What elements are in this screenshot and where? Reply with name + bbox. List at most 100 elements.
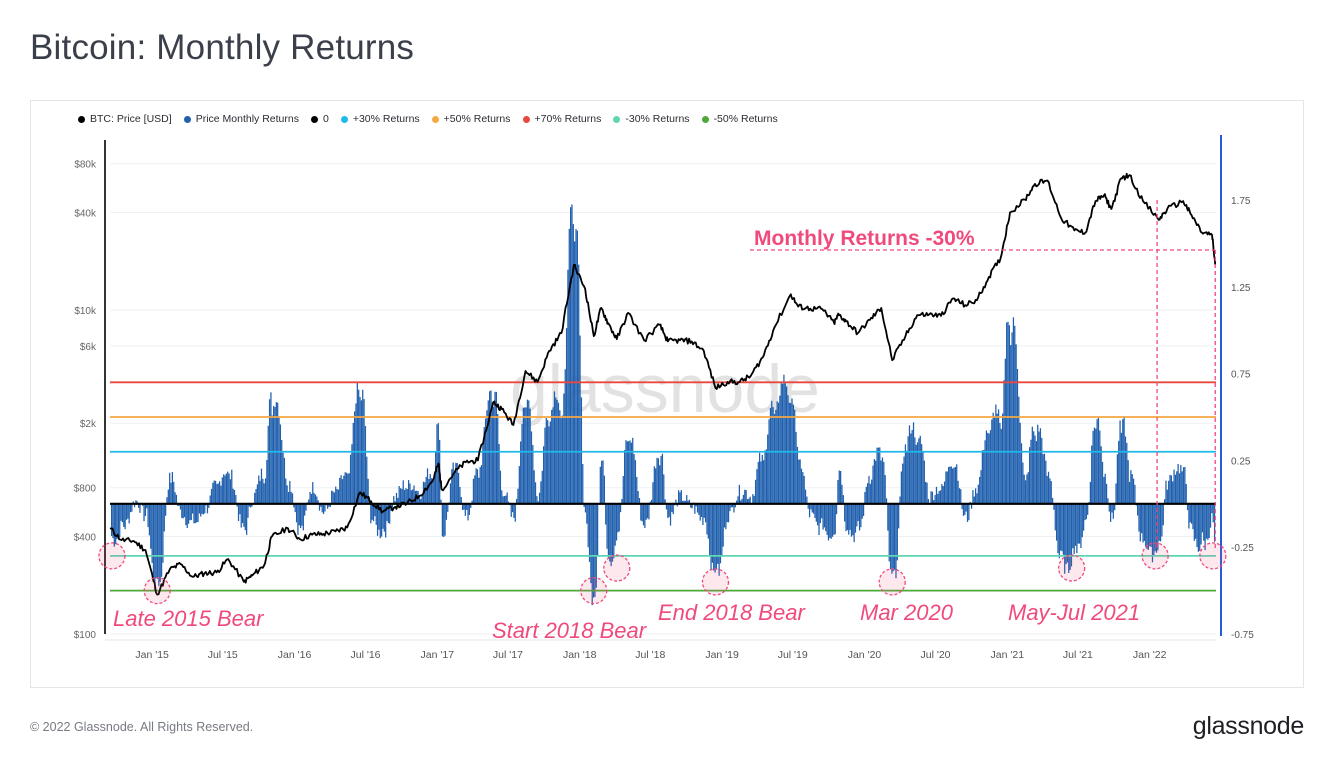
returns-bar xyxy=(236,503,238,507)
returns-bar xyxy=(921,444,923,504)
returns-bar xyxy=(831,503,834,537)
returns-bar xyxy=(1100,446,1102,504)
returns-bar xyxy=(151,503,153,563)
returns-bar xyxy=(1110,503,1112,522)
returns-bar xyxy=(935,486,938,504)
returns-bar xyxy=(872,465,874,504)
returns-bar xyxy=(1207,503,1209,540)
returns-bar xyxy=(719,503,722,564)
returns-bar xyxy=(557,402,560,504)
returns-bar xyxy=(964,503,966,515)
legend-dot-icon xyxy=(701,115,709,123)
returns-bar xyxy=(960,489,962,504)
returns-bar xyxy=(513,503,515,518)
returns-bar xyxy=(781,383,784,504)
returns-bar xyxy=(794,409,796,504)
returns-bar xyxy=(1203,503,1205,541)
returns-bar xyxy=(1078,503,1081,544)
returns-bar xyxy=(455,462,457,504)
returns-bar xyxy=(138,503,140,508)
returns-bar xyxy=(715,503,718,569)
returns-bar xyxy=(930,491,932,504)
returns-bar xyxy=(370,503,372,524)
returns-bar xyxy=(1092,430,1094,504)
legend-item[interactable]: 0 xyxy=(310,112,329,126)
returns-bar xyxy=(709,503,711,556)
returns-bar xyxy=(143,503,145,522)
returns-bar xyxy=(738,484,740,504)
returns-bar xyxy=(129,503,132,513)
returns-bar xyxy=(237,503,240,521)
returns-bar xyxy=(711,503,713,563)
returns-bar xyxy=(441,503,443,537)
returns-bar xyxy=(790,403,792,504)
returns-bar xyxy=(754,479,757,504)
returns-bar xyxy=(162,503,164,563)
returns-bar xyxy=(1192,503,1194,530)
returns-bar xyxy=(1031,426,1033,504)
returns-bar xyxy=(1153,503,1155,556)
returns-bar xyxy=(958,488,961,504)
legend-item[interactable]: BTC: Price [USD] xyxy=(78,112,172,126)
returns-bar xyxy=(1168,480,1170,504)
returns-bar xyxy=(267,425,269,504)
returns-bar xyxy=(1064,503,1066,574)
legend-dot-icon xyxy=(431,115,439,123)
legend-item[interactable]: -50% Returns xyxy=(701,112,778,126)
returns-bar xyxy=(551,409,553,504)
returns-bar xyxy=(167,489,169,504)
legend-item[interactable]: +50% Returns xyxy=(431,112,511,126)
returns-bar xyxy=(565,328,568,504)
returns-bar xyxy=(594,503,596,597)
returns-bar xyxy=(752,494,754,504)
returns-bar xyxy=(429,474,431,504)
footer-logo: glassnode xyxy=(1192,712,1305,740)
returns-bar xyxy=(277,402,279,504)
returns-bar xyxy=(968,503,970,521)
returns-bar xyxy=(491,401,493,504)
returns-bar xyxy=(273,406,275,504)
returns-bar xyxy=(919,435,921,504)
returns-bar xyxy=(744,489,746,504)
returns-bar xyxy=(468,503,470,516)
returns-bar xyxy=(707,503,709,539)
returns-bar xyxy=(869,483,871,504)
returns-bar xyxy=(835,503,838,515)
returns-bar xyxy=(266,459,268,504)
returns-bar xyxy=(613,503,615,559)
chart-legend: BTC: Price [USD] Price Monthly Returns 0 +3… xyxy=(78,112,790,126)
returns-bar xyxy=(1026,474,1028,504)
returns-bar xyxy=(802,472,804,504)
legend-item[interactable]: -30% Returns xyxy=(613,112,690,126)
returns-bar xyxy=(646,503,649,519)
returns-bar xyxy=(985,430,988,504)
returns-bar xyxy=(421,495,423,504)
returns-bar xyxy=(606,503,608,549)
returns-bar xyxy=(383,503,385,532)
highlight-circle xyxy=(1141,542,1169,570)
returns-bar xyxy=(498,443,500,504)
price-line xyxy=(109,172,1217,596)
returns-bar xyxy=(484,418,487,504)
returns-bar xyxy=(209,495,211,504)
returns-bar xyxy=(630,442,632,504)
returns-bar xyxy=(769,407,772,504)
returns-bar xyxy=(1123,416,1125,504)
returns-bar xyxy=(534,482,537,504)
returns-bar xyxy=(1197,503,1199,552)
returns-bar xyxy=(896,503,898,561)
returns-bar xyxy=(795,431,797,504)
legend-item[interactable]: Price Monthly Returns xyxy=(183,112,299,126)
returns-bar xyxy=(723,503,726,528)
returns-bar xyxy=(163,503,165,532)
returns-bar xyxy=(846,503,848,531)
legend-item[interactable]: +70% Returns xyxy=(522,112,601,126)
returns-bar xyxy=(1053,503,1055,510)
returns-bar xyxy=(1073,503,1075,555)
returns-bar xyxy=(443,503,445,538)
returns-bar xyxy=(1120,432,1123,504)
returns-bar xyxy=(914,437,916,504)
returns-bar xyxy=(418,495,421,504)
legend-item[interactable]: +30% Returns xyxy=(340,112,420,126)
returns-bar xyxy=(684,500,686,504)
